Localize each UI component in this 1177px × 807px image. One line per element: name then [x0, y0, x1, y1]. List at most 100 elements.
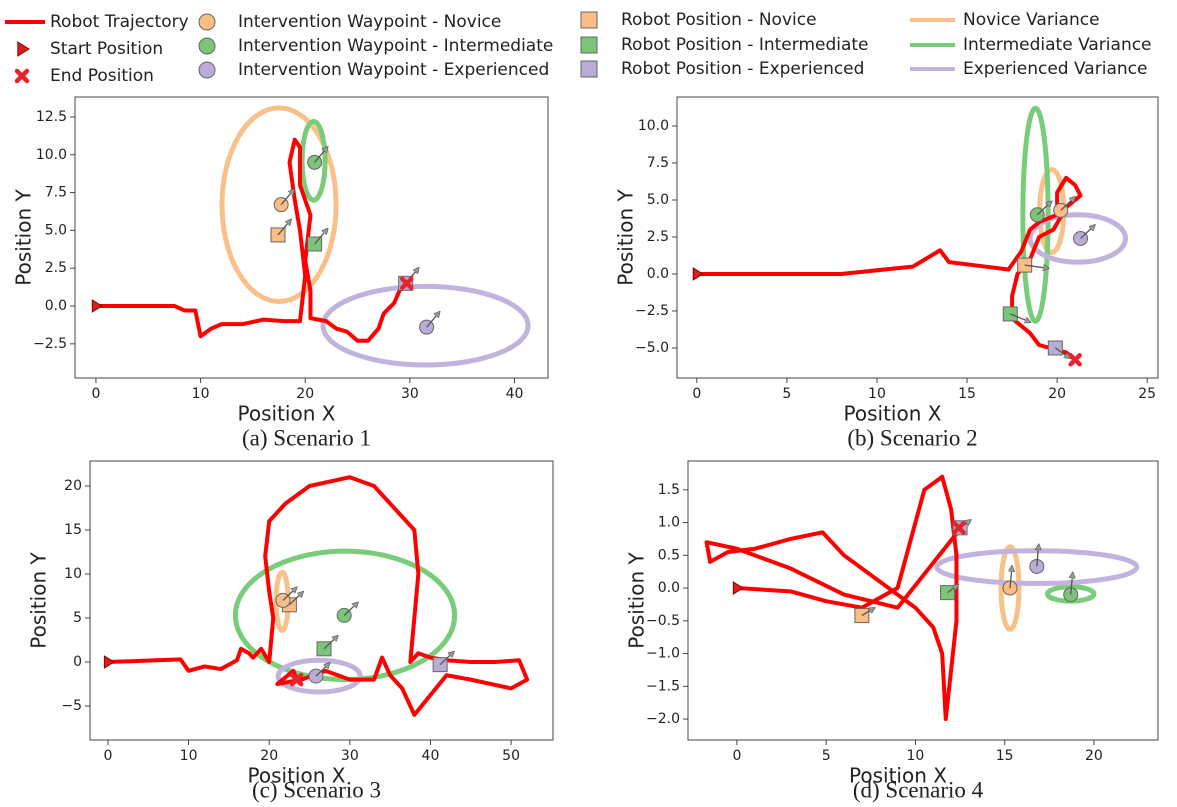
y-tick-label: 1.5: [658, 482, 680, 498]
end-position: [952, 521, 966, 535]
x-tick-label: 0: [732, 748, 741, 764]
y-tick-label: −5: [61, 698, 82, 714]
x-tick-label: 30: [401, 386, 419, 402]
variance-ellipse: [1027, 212, 1129, 265]
legend-marker: [580, 36, 598, 54]
trajectory: [704, 474, 963, 722]
heading-arrow: [1080, 227, 1094, 239]
legend-marker: [198, 37, 216, 55]
legend-label: Robot Position - Intermediate: [621, 35, 869, 55]
end-position: [289, 672, 304, 687]
caption: (b) Scenario 2: [847, 425, 977, 450]
y-tick-label: 0.0: [658, 580, 680, 596]
y-tick-label: 10.0: [36, 147, 67, 163]
heading-arrow: [314, 230, 327, 245]
x-tick-label: 5: [822, 748, 831, 764]
y-tick-label: −2.5: [635, 303, 669, 319]
legend-marker: [17, 41, 30, 57]
heading-arrow: [1010, 313, 1028, 321]
y-tick-label: 10.0: [638, 118, 669, 134]
y-tick-label: −5.0: [635, 340, 669, 356]
x-tick-label: 0: [91, 386, 100, 402]
y-tick-label: −1.0: [646, 646, 680, 662]
legend-marker: [198, 61, 216, 79]
heading-arrow: [1010, 568, 1012, 589]
legend-label: Intervention Waypoint - Intermediate: [238, 36, 553, 56]
legend: Robot Trajectory Start Position End Positi…: [5, 10, 1152, 86]
heading-arrow: [1037, 547, 1039, 567]
variance-ellipse: [934, 548, 1140, 586]
legend-label: Robot Position - Experienced: [621, 59, 864, 79]
y-tick-label: −0.5: [646, 613, 680, 629]
variance-ellipse: [320, 283, 531, 368]
y-tick-label: 5.0: [647, 192, 669, 208]
x-tick-label: 5: [782, 386, 791, 402]
heading-arrow: [280, 191, 293, 206]
y-axis-label: Position Y: [12, 188, 36, 285]
legend-label: Robot Position - Novice: [621, 10, 817, 30]
legend-label: Intervention Waypoint - Novice: [238, 12, 501, 32]
heading-arrow: [314, 149, 327, 163]
caption: (c) Scenario 3: [252, 777, 381, 802]
y-tick-label: 2.5: [647, 229, 669, 245]
y-tick-label: −2.0: [646, 711, 680, 727]
legend-label: End Position: [50, 66, 154, 86]
plot-content: [91, 105, 531, 368]
y-tick-label: 0: [73, 654, 82, 670]
heading-arrow: [1071, 575, 1073, 595]
panel: 0 10 20 30 40 12.5 10.0 7.5 5.0 2.5 0.0 −2.5 Positio…: [12, 96, 549, 450]
x-tick-label: 10: [906, 748, 924, 764]
x-tick-label: 15: [996, 748, 1014, 764]
x-tick-label: 25: [1138, 386, 1156, 402]
y-tick-label: 7.5: [45, 185, 67, 201]
x-axis-label: Position X: [248, 764, 346, 788]
heading-arrow: [1060, 199, 1074, 211]
heading-arrow: [1036, 203, 1050, 216]
y-tick-label: −2.5: [33, 336, 67, 352]
variance-ellipse: [299, 119, 328, 203]
heading-arrow: [861, 609, 873, 617]
y-tick-label: 15: [64, 522, 82, 538]
x-tick-label: 15: [958, 386, 976, 402]
heading-arrow: [439, 653, 452, 666]
y-axis-label: Position Y: [614, 188, 638, 285]
x-tick-label: 40: [422, 748, 440, 764]
heading-arrow: [315, 665, 328, 677]
heading-arrow: [1024, 265, 1047, 268]
heading-arrow: [323, 637, 336, 650]
y-tick-label: 10: [64, 566, 82, 582]
y-tick-label: 7.5: [647, 155, 669, 171]
plot-content: [103, 475, 530, 717]
x-axis-label: Position X: [238, 402, 336, 426]
variance-ellipse: [998, 544, 1022, 632]
start-position: [732, 581, 744, 595]
legend-label: Robot Trajectory: [50, 12, 189, 32]
x-tick-label: 30: [341, 748, 359, 764]
y-tick-label: 20: [64, 478, 82, 494]
legend-marker: [14, 68, 30, 84]
heading-arrow: [343, 604, 356, 616]
start-position: [103, 655, 115, 669]
x-tick-label: 10: [180, 748, 198, 764]
x-tick-label: 0: [692, 386, 701, 402]
caption: (d) Scenario 4: [853, 777, 984, 802]
variance-ellipse: [219, 105, 339, 304]
y-axis-label: Position Y: [27, 551, 51, 648]
y-tick-label: 12.5: [36, 109, 67, 125]
panel: 0 5 10 15 20 25 10.0 7.5 5.0 2.5 0.0 −2.5 −5.0 Positi…: [614, 96, 1159, 450]
x-tick-label: 20: [1085, 748, 1103, 764]
start-position: [692, 267, 704, 281]
x-axis-label: Position X: [849, 764, 947, 788]
legend-label: Start Position: [50, 39, 163, 59]
heading-arrow: [288, 593, 301, 606]
heading-arrow: [1054, 347, 1068, 357]
legend-label: Experienced Variance: [963, 59, 1147, 79]
x-tick-label: 20: [1048, 386, 1066, 402]
heading-arrow: [947, 586, 957, 594]
panel: 0 5 10 15 20 1.5 1.0 0.5 0.0 −0.5 −1.0 −1.5 −2.0 Posi…: [625, 460, 1159, 802]
end-position: [399, 276, 414, 291]
y-tick-label: 5: [73, 610, 82, 626]
plot-content: [704, 474, 1140, 722]
y-tick-label: 0.0: [45, 298, 67, 314]
